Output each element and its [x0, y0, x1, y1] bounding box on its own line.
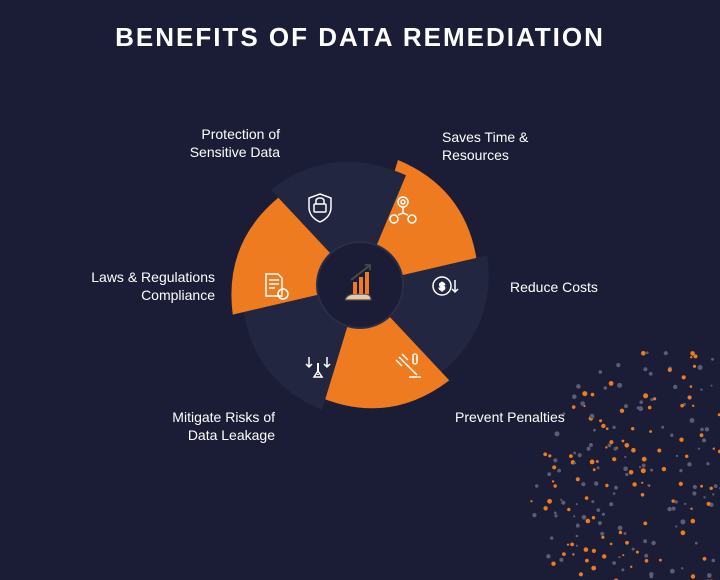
label-reduce-costs: Reduce Costs [510, 278, 670, 296]
label-mitigate-risks: Mitigate Risks ofData Leakage [115, 408, 275, 444]
dot-pattern [500, 320, 720, 580]
page-title: BENEFITS OF DATA REMEDIATION [0, 0, 720, 53]
center-circle [316, 241, 404, 329]
document-icon [258, 268, 294, 304]
label-laws-compliance: Laws & RegulationsCompliance [55, 268, 215, 304]
hand-chart-icon [335, 260, 385, 310]
leak-icon [300, 348, 336, 384]
gear-flow-icon [385, 192, 421, 228]
coin-down-icon: $ [428, 268, 464, 304]
label-saves-time: Saves Time &Resources [442, 128, 602, 164]
shield-icon [302, 190, 338, 226]
label-protection: Protection ofSensitive Data [120, 125, 280, 161]
gavel-icon [390, 348, 426, 384]
svg-text:$: $ [439, 282, 445, 293]
